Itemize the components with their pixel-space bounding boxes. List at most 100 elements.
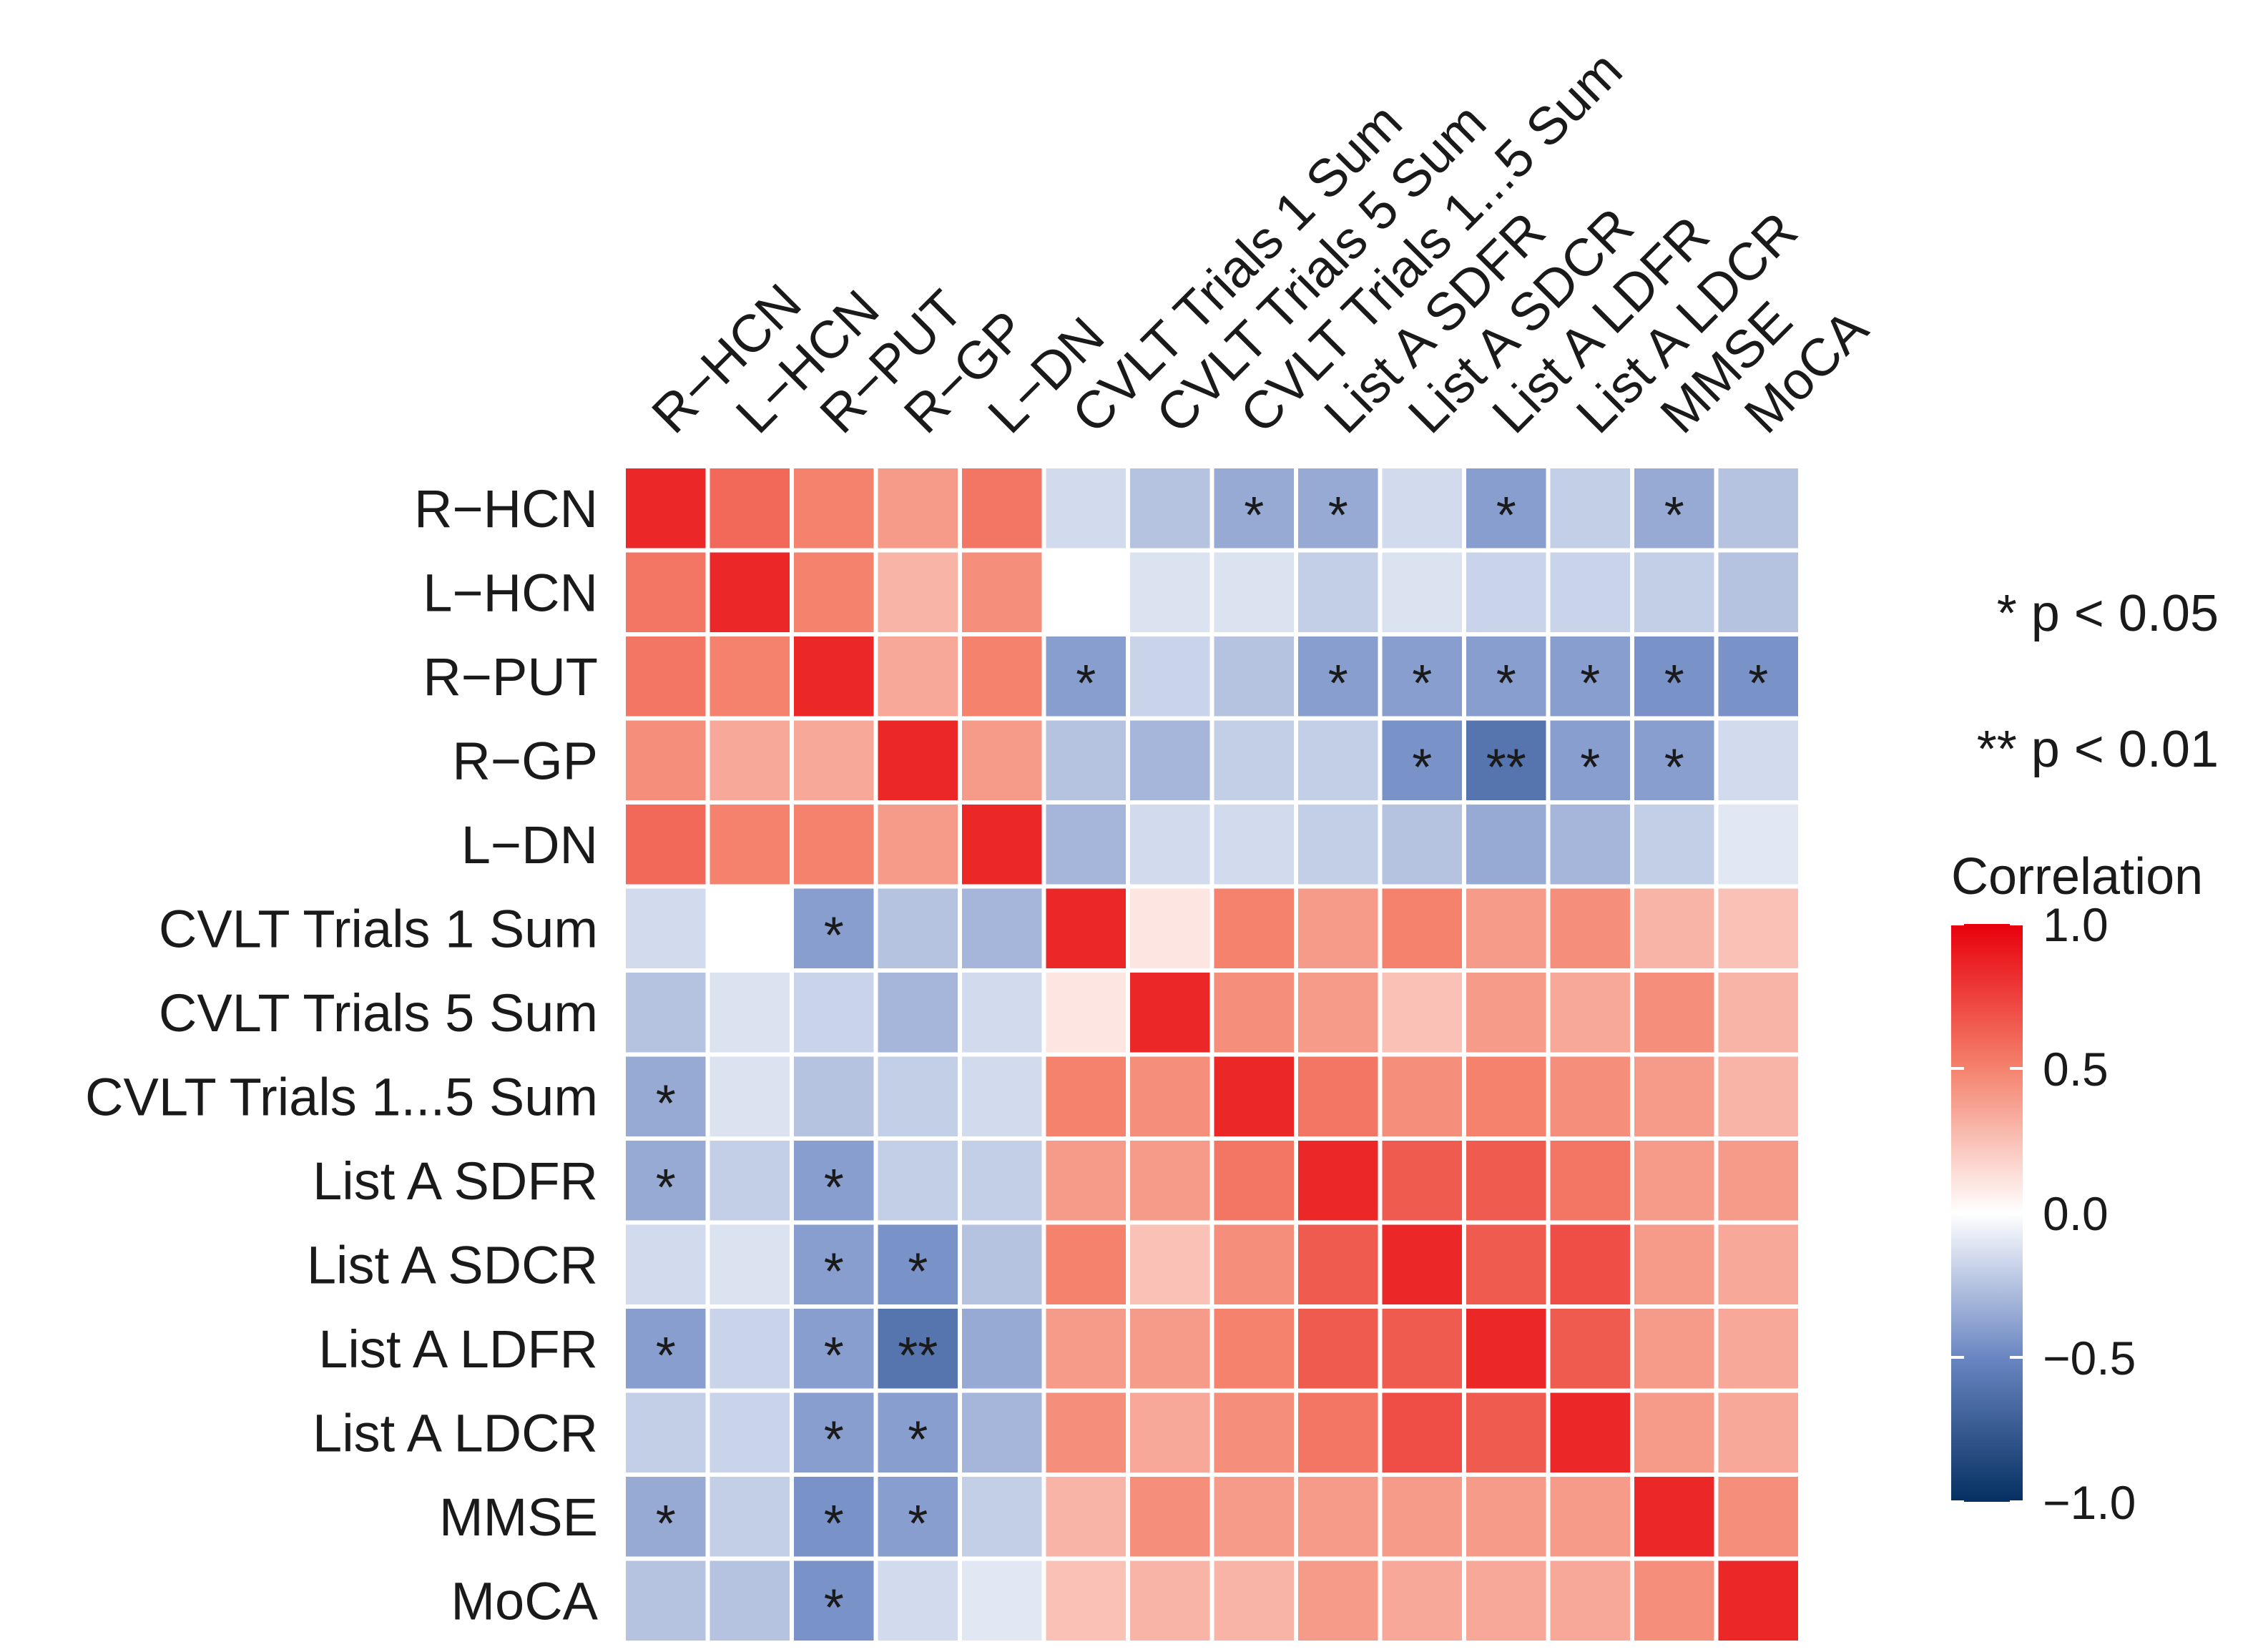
heatmap-cell (878, 468, 958, 549)
heatmap-cell (878, 1309, 958, 1389)
heatmap-cell (710, 552, 790, 632)
heatmap-cell (1550, 973, 1630, 1053)
significance-mark: * (1580, 655, 1600, 712)
heatmap-cell (1298, 973, 1378, 1053)
heatmap-cell (626, 552, 706, 632)
heatmap-cell (710, 1477, 790, 1557)
heatmap-cell (878, 1141, 958, 1221)
heatmap-cell (1214, 1560, 1294, 1641)
heatmap-cell (878, 552, 958, 632)
heatmap-cell (1130, 720, 1210, 800)
significance-mark: * (1328, 655, 1348, 712)
heatmap-cell (1634, 636, 1714, 717)
heatmap-cell (710, 468, 790, 549)
heatmap-cell (1550, 1477, 1630, 1557)
row-label: List A LDCR (313, 1403, 598, 1462)
heatmap-cell (1130, 468, 1210, 549)
row-label: MMSE (439, 1488, 598, 1547)
heatmap-cell (962, 888, 1042, 968)
row-labels: R−HCN L−HCN R−PUT R−GP L−DN CVLT Trials 1 Sum… (85, 479, 599, 1631)
significance-mark: * (824, 1327, 844, 1385)
colorbar-tick-label: 0.0 (2043, 1187, 2109, 1240)
heatmap-cell (1214, 1392, 1294, 1472)
heatmap-cell (1214, 1309, 1294, 1389)
row-label: CVLT Trials 1...5 Sum (85, 1067, 598, 1126)
row-label: CVLT Trials 5 Sum (159, 983, 598, 1043)
heatmap-cell (1382, 720, 1462, 800)
heatmap-cell (1634, 1224, 1714, 1304)
heatmap-cell (1634, 468, 1714, 549)
heatmap-cell (878, 1056, 958, 1136)
heatmap-cell (1298, 636, 1378, 717)
heatmap-cell (1550, 636, 1630, 717)
heatmap-cell (1466, 973, 1546, 1053)
significance-mark: * (824, 1243, 844, 1300)
significance-mark: * (824, 1159, 844, 1216)
significance-mark: * (1580, 739, 1600, 796)
heatmap-cell (1550, 468, 1630, 549)
heatmap-cell (1298, 552, 1378, 632)
heatmap-cell (626, 636, 706, 717)
significance-mark: * (908, 1411, 928, 1468)
heatmap-cell (626, 1056, 706, 1136)
significance-mark: * (1664, 739, 1684, 796)
significance-mark: ** (1486, 739, 1526, 796)
significance-mark: * (1412, 739, 1432, 796)
significance-legend-p05: * p < 0.05 (1997, 585, 2219, 642)
significance-mark: * (824, 1411, 844, 1468)
heatmap-cell (1382, 1477, 1462, 1557)
heatmap-cell (626, 468, 706, 549)
heatmap-cell (1298, 805, 1378, 885)
colorbar-title: Correlation (1951, 848, 2203, 905)
heatmap-cell (962, 973, 1042, 1053)
heatmap-cell (626, 1309, 706, 1389)
heatmap-cell (1718, 1141, 1798, 1221)
significance-mark: * (824, 1579, 844, 1636)
heatmap-cell (1466, 1224, 1546, 1304)
heatmap-cell (1298, 1056, 1378, 1136)
heatmap-cell (962, 468, 1042, 549)
heatmap-cell (1718, 1560, 1798, 1641)
heatmap-cell (962, 805, 1042, 885)
heatmap-cell (962, 720, 1042, 800)
heatmap-cell (1382, 468, 1462, 549)
significance-mark: * (656, 1327, 676, 1385)
heatmap-cell (1550, 720, 1630, 800)
heatmap-cell (710, 720, 790, 800)
heatmap-cell (1634, 805, 1714, 885)
heatmap-cell (1466, 636, 1546, 717)
heatmap-cell (1298, 1560, 1378, 1641)
significance-mark: * (824, 907, 844, 964)
significance-mark: * (1328, 487, 1348, 544)
heatmap-cell (1382, 1392, 1462, 1472)
heatmap-cell (1634, 1141, 1714, 1221)
heatmap-cell (794, 636, 874, 717)
heatmap-cell (1466, 1477, 1546, 1557)
heatmap-cell (1046, 1392, 1126, 1472)
colorbar: Correlation 1.0 0.5 0.0 −0.5 −1.0 (1951, 848, 2203, 1529)
heatmap-cell (962, 1392, 1042, 1472)
significance-mark: * (824, 1495, 844, 1553)
row-label: List A LDFR (318, 1319, 598, 1379)
row-label: MoCA (451, 1571, 598, 1631)
heatmap-cell (1046, 805, 1126, 885)
colorbar-tick-label: −1.0 (2043, 1476, 2136, 1529)
heatmap-cell (1298, 888, 1378, 968)
heatmap-cell (1130, 1309, 1210, 1389)
heatmap-cell (878, 636, 958, 717)
heatmap-cell (962, 1224, 1042, 1304)
heatmap-cell (1046, 973, 1126, 1053)
significance-mark: * (656, 1495, 676, 1553)
row-label: List A SDCR (307, 1235, 598, 1294)
heatmap-cell (1466, 1392, 1546, 1472)
heatmap-cell (1130, 1560, 1210, 1641)
heatmap-cell (1382, 636, 1462, 717)
heatmap-cell (1046, 636, 1126, 717)
heatmap-cell (1550, 1309, 1630, 1389)
significance-mark: * (1412, 655, 1432, 712)
heatmap-cell (794, 1560, 874, 1641)
heatmap-cell (626, 805, 706, 885)
heatmap-cell (1214, 720, 1294, 800)
heatmap-cell (1214, 1056, 1294, 1136)
heatmap-cell (1466, 720, 1546, 800)
